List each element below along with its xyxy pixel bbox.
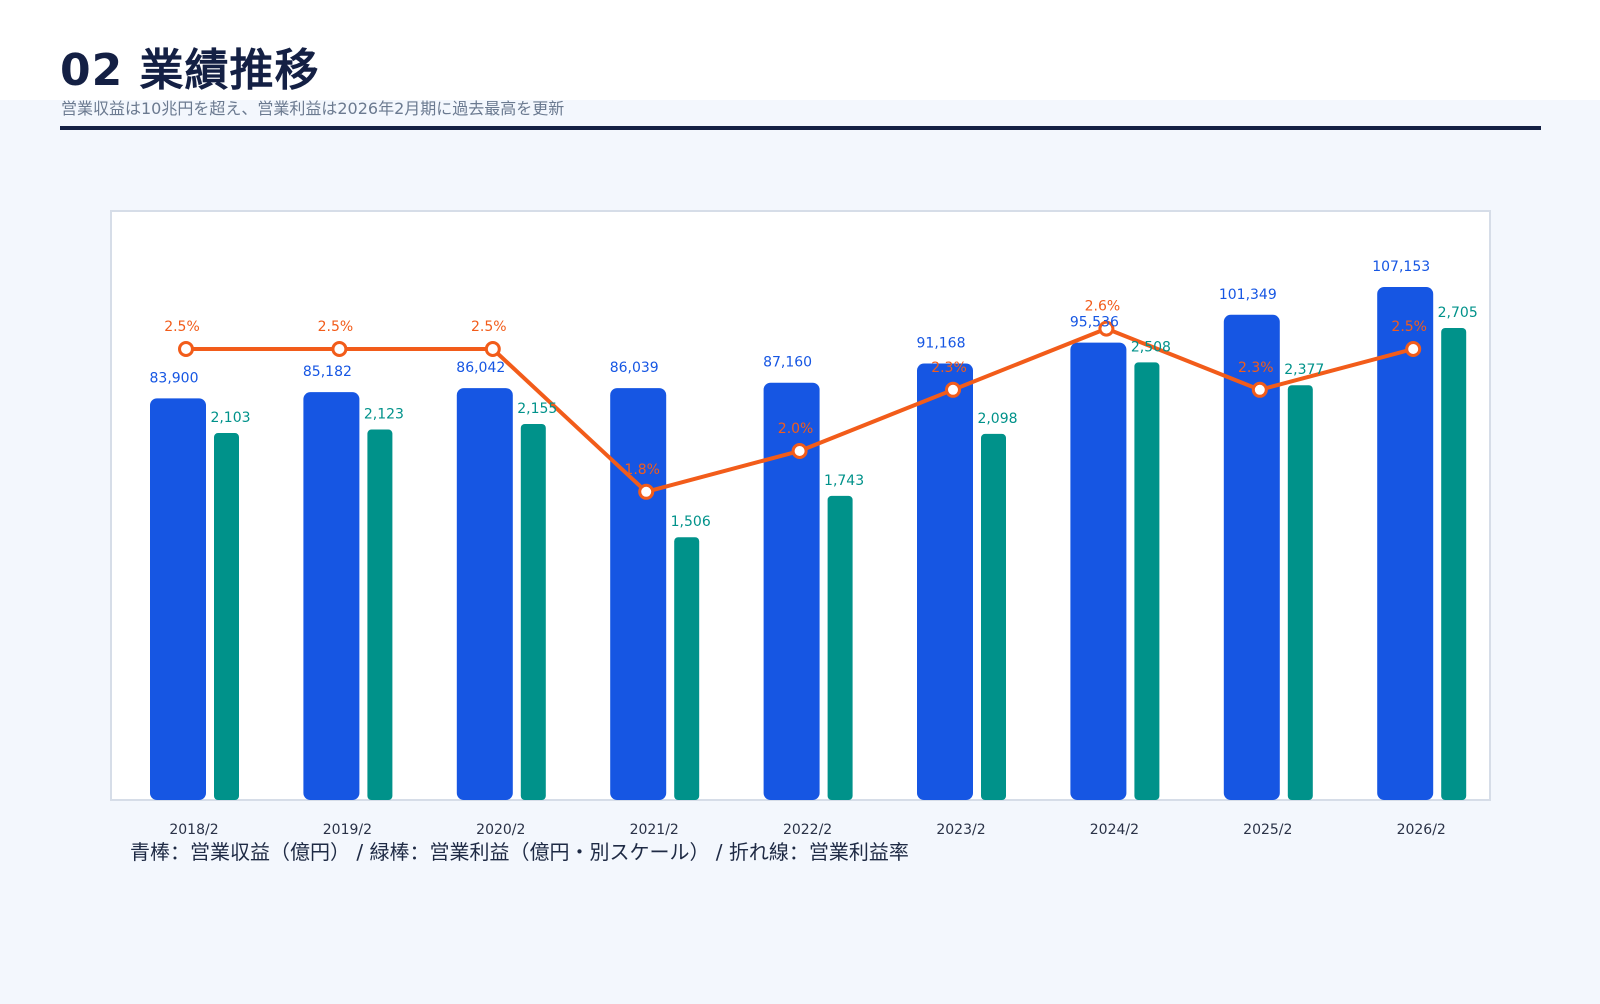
margin-data-label: 2.5%	[1391, 319, 1427, 335]
header-band	[0, 0, 1600, 100]
margin-data-label: 2.3%	[1238, 360, 1274, 376]
profit-data-label: 1,743	[824, 473, 864, 489]
margin-point	[791, 443, 808, 459]
profit-data-label: 2,508	[1131, 339, 1171, 355]
revenue-data-label: 85,182	[303, 364, 352, 380]
margin-data-label: 2.5%	[164, 319, 200, 335]
x-tick-label: 2018/2	[169, 822, 218, 838]
x-tick-label: 2021/2	[630, 822, 679, 838]
profit-data-label: 1,506	[671, 514, 711, 530]
revenue-data-label: 86,042	[456, 360, 505, 376]
margin-point	[331, 341, 348, 357]
margin-point	[484, 341, 501, 357]
margin-point	[638, 483, 655, 500]
profit-data-label: 2,377	[1284, 362, 1324, 378]
x-tick-label: 2024/2	[1090, 822, 1139, 838]
revenue-bar	[1377, 287, 1434, 800]
revenue-data-label: 95,536	[1070, 315, 1119, 331]
profit-bar	[674, 537, 700, 800]
margin-data-label: 2.6%	[1085, 299, 1121, 315]
margin-point	[945, 381, 961, 398]
revenue-bar	[1223, 314, 1280, 800]
revenue-bar	[917, 363, 973, 800]
profit-data-label: 2,155	[517, 401, 557, 417]
revenue-bar	[303, 392, 360, 800]
x-tick-label: 2019/2	[323, 822, 372, 838]
profit-data-label: 2,098	[977, 411, 1017, 427]
revenue-data-label: 101,349	[1219, 287, 1277, 303]
profit-bar	[1134, 362, 1160, 800]
x-tick-label: 2025/2	[1243, 822, 1292, 838]
profit-bar	[520, 423, 546, 800]
page-title: 02 業績推移	[60, 45, 320, 96]
revenue-bar	[610, 388, 667, 800]
profit-data-label: 2,705	[1438, 305, 1478, 321]
title-divider	[60, 126, 1541, 130]
page-subtitle: 営業収益は10兆円を超え、営業利益は2026年2月期に過去最高を更新	[61, 99, 565, 118]
x-tick-label: 2020/2	[476, 822, 525, 838]
revenue-bar	[763, 382, 820, 800]
margin-data-label: 2.5%	[318, 319, 354, 335]
revenue-data-label: 91,168	[917, 336, 966, 352]
profit-bar	[367, 429, 393, 800]
revenue-bar	[150, 398, 206, 800]
profit-bar	[827, 495, 853, 800]
revenue-bar	[1070, 342, 1127, 800]
profit-bar	[981, 433, 1006, 800]
margin-point	[1251, 381, 1268, 398]
revenue-data-label: 83,900	[150, 370, 199, 386]
margin-point	[1098, 320, 1115, 337]
profit-bar	[1441, 328, 1467, 800]
x-tick-label: 2026/2	[1397, 822, 1446, 838]
x-tick-label: 2023/2	[936, 822, 985, 838]
margin-data-label: 1.8%	[624, 462, 660, 478]
margin-point	[1405, 341, 1422, 357]
profit-data-label: 2,103	[210, 410, 250, 426]
chart-legend: 青棒：営業収益（億円） / 緑棒：営業利益（億円・別スケール） / 折れ線：営業…	[130, 840, 909, 864]
margin-point	[178, 341, 194, 357]
profit-bar	[214, 433, 239, 800]
revenue-data-label: 87,160	[763, 355, 812, 371]
x-tick-label: 2022/2	[783, 822, 832, 838]
profit-data-label: 2,123	[364, 407, 404, 423]
margin-data-label: 2.3%	[931, 360, 967, 376]
margin-data-label: 2.0%	[778, 421, 814, 437]
revenue-data-label: 86,039	[610, 360, 659, 376]
revenue-bar	[456, 388, 513, 800]
revenue-data-label: 107,153	[1372, 259, 1430, 275]
margin-data-label: 2.5%	[471, 319, 507, 335]
profit-bar	[1287, 385, 1313, 800]
